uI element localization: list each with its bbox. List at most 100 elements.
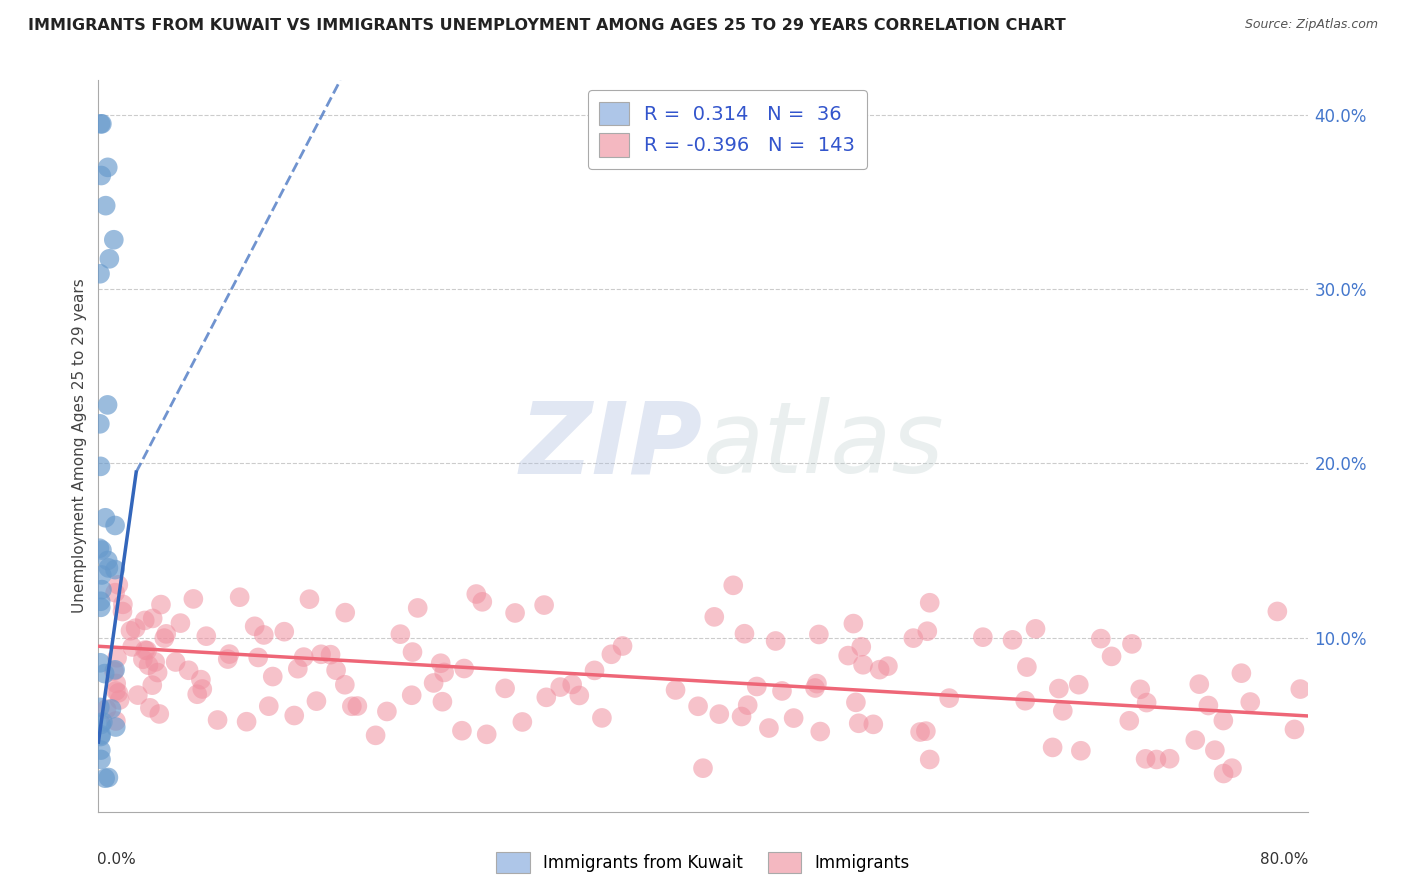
Point [1001,632,1024,647]
Point [136,643,159,657]
Point [98,252,121,266]
Point [918,596,941,610]
Point [401,688,423,702]
Point [96,702,118,716]
Point [121,640,143,654]
Point [183,591,205,606]
Point [1014,694,1036,708]
Point [770,684,793,698]
Point [333,678,356,692]
Point [94,771,117,785]
Point [90,752,112,766]
Point [298,592,321,607]
Point [612,639,634,653]
Point [1070,744,1092,758]
Point [155,627,177,641]
Point [862,717,884,731]
Point [1047,681,1070,696]
Point [319,648,342,662]
Point [139,701,162,715]
Point [243,619,266,633]
Point [591,711,613,725]
Point [107,686,129,700]
Point [703,610,725,624]
Point [389,627,412,641]
Point [723,578,745,592]
Point [1090,632,1112,646]
Point [600,647,623,661]
Point [105,650,128,665]
Point [804,681,827,695]
Point [190,673,212,687]
Point [253,628,276,642]
Point [1067,678,1090,692]
Point [745,680,768,694]
Point [1220,761,1243,775]
Point [730,709,752,723]
Point [169,616,191,631]
Point [852,657,875,672]
Point [108,693,131,707]
Point [1289,682,1312,697]
Y-axis label: Unemployment Among Ages 25 to 29 years: Unemployment Among Ages 25 to 29 years [72,278,87,614]
Point [1197,698,1219,713]
Point [93,666,115,681]
Point [148,706,170,721]
Legend: R =  0.314   N =  36, R = -0.396   N =  143: R = 0.314 N = 36, R = -0.396 N = 143 [588,90,866,169]
Point [134,643,156,657]
Point [287,662,309,676]
Point [758,721,780,735]
Point [1024,622,1046,636]
Point [292,650,315,665]
Point [94,199,117,213]
Point [918,752,941,766]
Text: Source: ZipAtlas.com: Source: ZipAtlas.com [1244,18,1378,31]
Point [127,688,149,702]
Point [262,669,284,683]
Point [346,698,368,713]
Point [104,720,127,734]
Point [433,665,456,680]
Text: atlas: atlas [703,398,945,494]
Point [422,676,444,690]
Point [453,661,475,675]
Point [451,723,474,738]
Point [972,630,994,644]
Point [1118,714,1140,728]
Point [364,728,387,742]
Point [1101,649,1123,664]
Point [503,606,526,620]
Point [536,690,558,705]
Point [146,665,169,680]
Point [89,656,111,670]
Point [90,743,112,757]
Point [97,553,120,567]
Point [104,714,127,728]
Point [97,561,120,575]
Point [90,717,112,731]
Text: ZIP: ZIP [520,398,703,494]
Point [177,663,200,677]
Point [89,417,111,431]
Point [153,631,176,645]
Point [103,233,125,247]
Point [283,708,305,723]
Point [1136,696,1159,710]
Point [228,591,250,605]
Point [1135,752,1157,766]
Point [104,518,127,533]
Point [132,652,155,666]
Point [107,578,129,592]
Point [1267,604,1289,618]
Point [1121,637,1143,651]
Point [733,626,755,640]
Point [1052,704,1074,718]
Point [143,655,166,669]
Point [149,598,172,612]
Point [465,587,488,601]
Point [512,714,534,729]
Point [94,510,117,524]
Point [91,714,114,729]
Point [533,598,555,612]
Point [191,681,214,696]
